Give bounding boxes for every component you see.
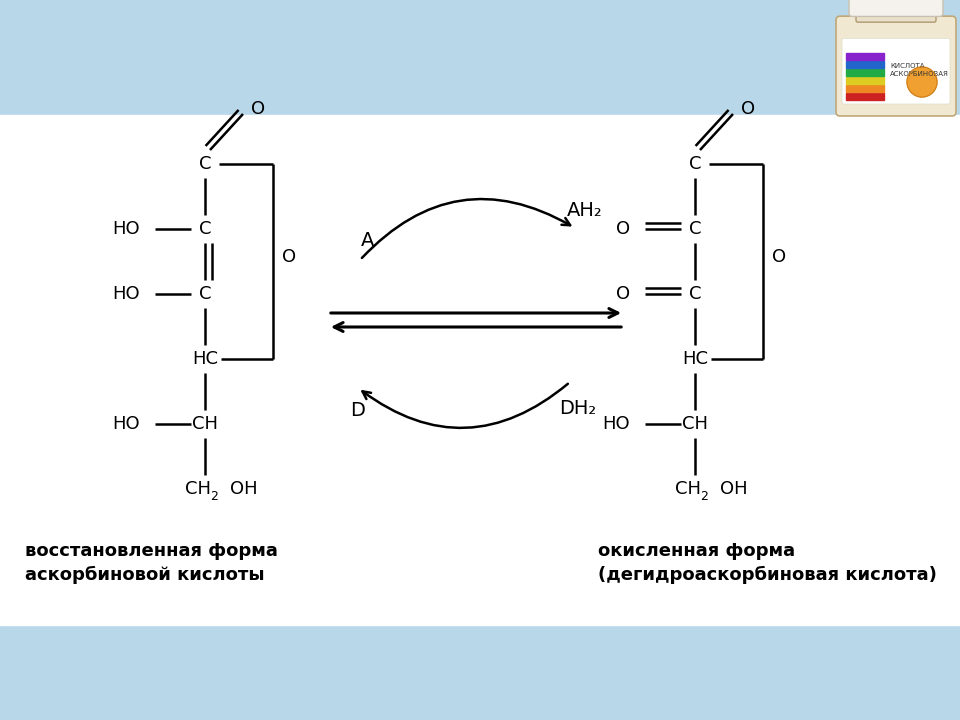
Text: OH: OH (720, 480, 748, 498)
Text: O: O (616, 220, 630, 238)
Bar (0, 115, 960, 625)
Text: A: A (361, 230, 374, 250)
FancyBboxPatch shape (849, 0, 943, 17)
Text: AH₂: AH₂ (567, 200, 603, 220)
Bar (846, 61, 884, 68)
Text: CH: CH (682, 415, 708, 433)
Text: HO: HO (112, 220, 140, 238)
Text: CH: CH (185, 480, 211, 498)
Text: HC: HC (682, 350, 708, 368)
Circle shape (907, 67, 937, 97)
Text: C: C (688, 220, 701, 238)
Text: CH: CH (192, 415, 218, 433)
Text: восстановленная форма: восстановленная форма (25, 542, 277, 560)
Text: (дегидроаскорбиновая кислота): (дегидроаскорбиновая кислота) (598, 566, 937, 584)
Text: окисленная форма: окисленная форма (598, 542, 795, 560)
Text: аскорбиновой кислоты: аскорбиновой кислоты (25, 566, 265, 584)
Text: DH₂: DH₂ (560, 398, 596, 418)
Text: O: O (772, 248, 786, 266)
Text: O: O (616, 285, 630, 303)
Text: HO: HO (602, 415, 630, 433)
Text: C: C (199, 155, 211, 173)
Text: 2: 2 (700, 490, 708, 503)
Text: 2: 2 (210, 490, 218, 503)
Text: D: D (350, 400, 366, 420)
Text: O: O (251, 100, 265, 118)
Text: HO: HO (112, 415, 140, 433)
Text: C: C (688, 285, 701, 303)
Text: CH: CH (675, 480, 701, 498)
Text: O: O (282, 248, 296, 266)
Text: OH: OH (230, 480, 257, 498)
Text: КИСЛОТА
АСКОРБИНОВАЯ: КИСЛОТА АСКОРБИНОВАЯ (890, 63, 948, 76)
Bar (846, 93, 884, 100)
Text: C: C (199, 220, 211, 238)
Text: C: C (688, 155, 701, 173)
Text: HC: HC (192, 350, 218, 368)
Bar (846, 69, 884, 76)
Bar (846, 53, 884, 60)
Bar (846, 77, 884, 84)
FancyBboxPatch shape (842, 38, 950, 104)
FancyBboxPatch shape (856, 2, 936, 22)
Text: O: O (741, 100, 756, 118)
FancyBboxPatch shape (836, 16, 956, 116)
Text: C: C (199, 285, 211, 303)
Text: HO: HO (112, 285, 140, 303)
Bar (846, 85, 884, 92)
